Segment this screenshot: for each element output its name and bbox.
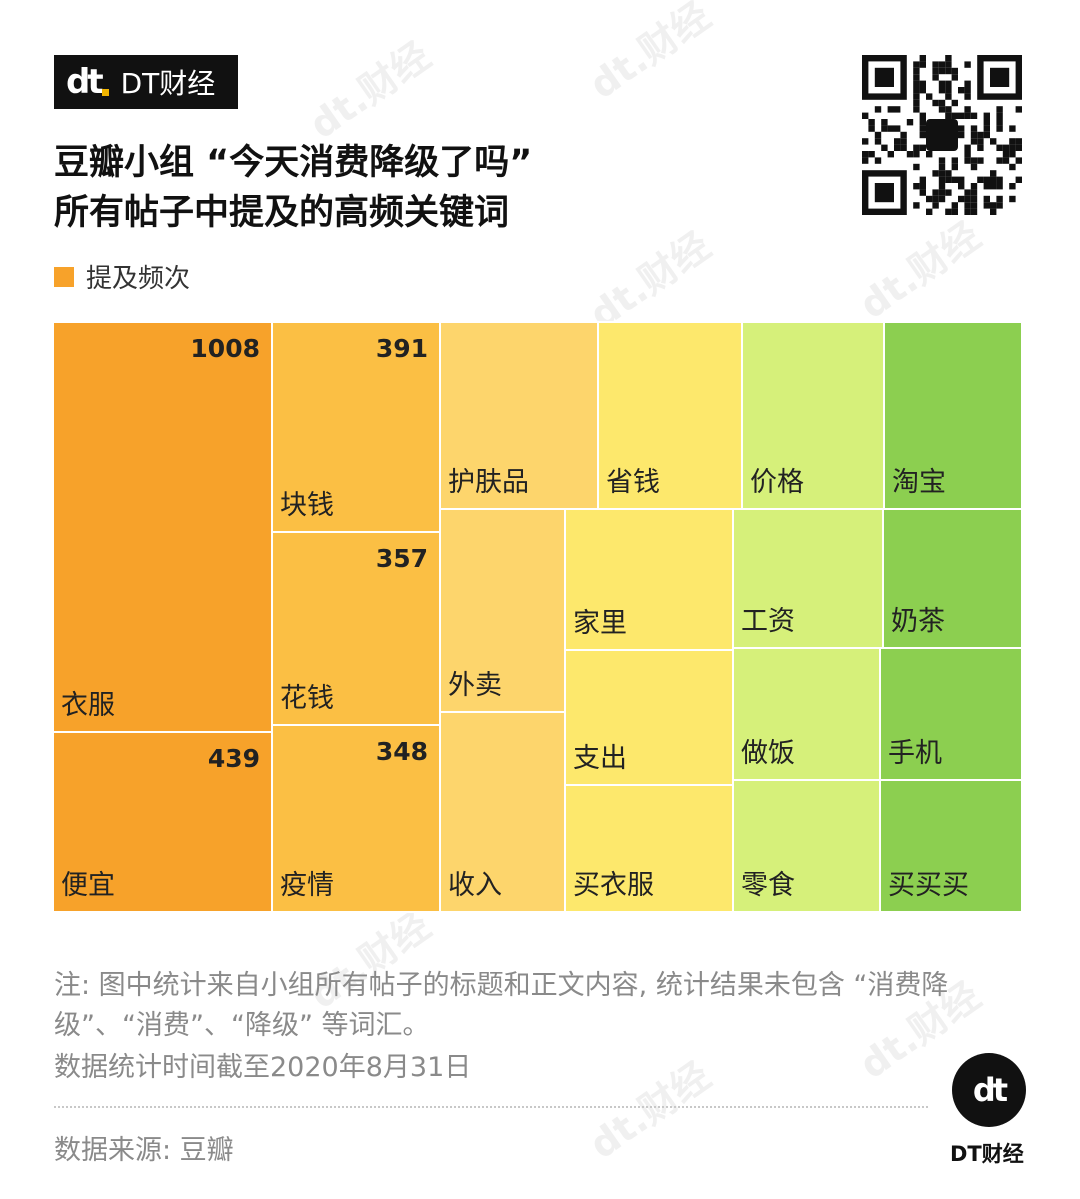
brand-name: DT财经 — [120, 67, 216, 100]
tile-10 — [564, 649, 734, 786]
tile-11 — [564, 784, 734, 913]
tile-19 — [879, 779, 1023, 913]
title-line-1: 豆瓣小组 “今天消费降级了吗” — [54, 143, 533, 183]
brand-logo: dt DT财经 — [54, 55, 238, 109]
divider — [54, 1106, 928, 1108]
legend-swatch — [54, 266, 74, 287]
chart-title: 豆瓣小组 “今天消费降级了吗” 所有帖子中提及的高频关键词 — [54, 138, 532, 238]
tile-9 — [564, 508, 734, 651]
footer-logo-icon: dt — [952, 1053, 1026, 1127]
tile-4 — [271, 724, 441, 913]
logo-mark: dt — [66, 62, 109, 102]
watermark: dt.财经 — [851, 213, 989, 328]
tile-16 — [883, 321, 1023, 510]
tile-13 — [732, 508, 884, 649]
data-source: 数据来源: 豆瓣 — [54, 1135, 234, 1166]
tile-12 — [741, 321, 885, 510]
tile-2 — [271, 321, 441, 533]
qr-code-icon — [862, 55, 1022, 215]
title-line-2: 所有帖子中提及的高频关键词 — [54, 193, 510, 233]
data-date: 数据统计时间截至2020年8月31日 — [54, 1052, 472, 1083]
tile-18 — [879, 647, 1023, 781]
legend-label: 提及频次 — [86, 264, 191, 294]
tile-1 — [52, 731, 273, 913]
footer-brand: DT财经 — [950, 1142, 1024, 1166]
watermark: dt.财经 — [581, 223, 719, 338]
tile-6 — [439, 508, 566, 713]
tile-0 — [52, 321, 273, 733]
tile-5 — [439, 321, 599, 510]
tile-17 — [882, 508, 1023, 649]
chart-note: 注: 图中统计来自小组所有帖子的标题和正文内容, 统计结果未包含 “消费降级”、… — [54, 970, 949, 1041]
tile-7 — [439, 711, 566, 913]
tile-3 — [271, 531, 441, 726]
legend: 提及频次 — [54, 258, 190, 295]
tile-8 — [597, 321, 743, 510]
watermark: dt.财经 — [301, 33, 439, 148]
tile-14 — [732, 647, 881, 781]
tile-15 — [732, 779, 881, 913]
watermark: dt.财经 — [581, 0, 719, 108]
